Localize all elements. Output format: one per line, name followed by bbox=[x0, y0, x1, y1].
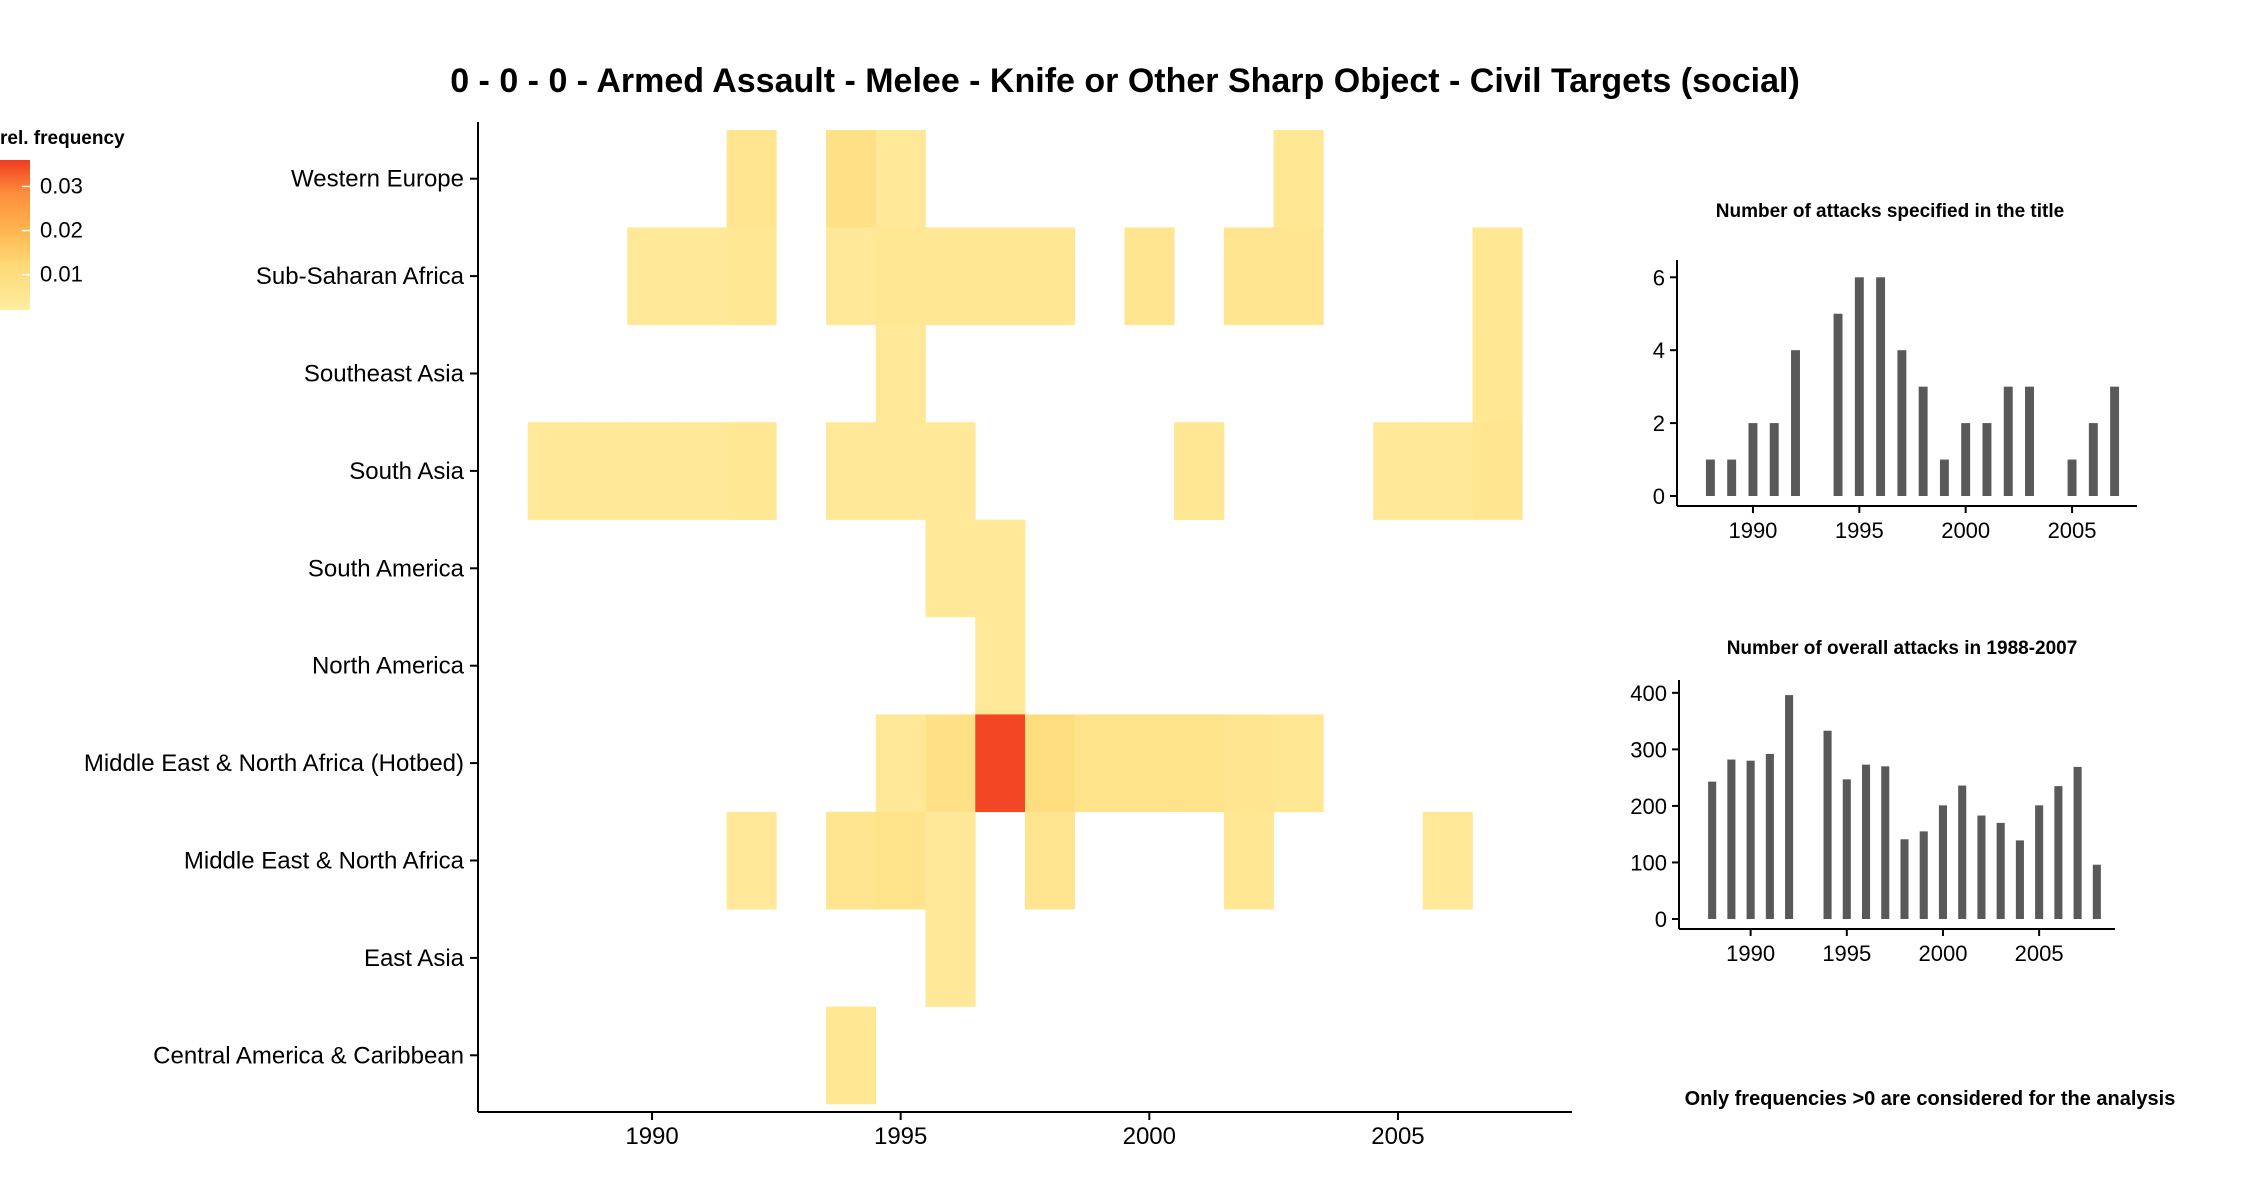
heatmap-cell bbox=[1025, 227, 1076, 326]
heatmap-cell bbox=[627, 227, 678, 326]
heatmap-y-tick-label: Middle East & North Africa bbox=[184, 848, 465, 875]
heatmap-y-tick-label: Central America & Caribbean bbox=[153, 1042, 464, 1069]
heatmap-cell bbox=[1174, 714, 1225, 813]
heatmap-cell bbox=[875, 714, 926, 813]
chart-title: 0 - 0 - 0 - Armed Assault - Melee - Knif… bbox=[450, 62, 1800, 100]
heatmap-cell bbox=[875, 130, 926, 228]
heatmap-cell bbox=[1472, 227, 1523, 326]
heatmap-cell bbox=[1273, 714, 1324, 813]
heatmap-cell bbox=[1422, 811, 1473, 910]
heatmap-x-tick-label: 1990 bbox=[625, 1123, 678, 1150]
heatmap-cell bbox=[1223, 811, 1274, 910]
heatmap-cell bbox=[975, 227, 1026, 326]
heatmap-cell bbox=[1223, 714, 1274, 813]
heatmap-cell bbox=[826, 1006, 877, 1105]
heatmap-cell bbox=[875, 227, 926, 326]
heatmap-cell bbox=[975, 714, 1026, 813]
heatmap-cell bbox=[1422, 422, 1473, 520]
heatmap-cell bbox=[726, 130, 777, 228]
heatmap-cell bbox=[1025, 714, 1076, 813]
heatmap-x-tick-label: 2005 bbox=[1371, 1123, 1424, 1150]
heatmap-cell bbox=[826, 422, 877, 520]
heatmap-cell bbox=[1174, 422, 1225, 520]
heatmap-y-tick-label: Sub-Saharan Africa bbox=[256, 263, 465, 290]
heatmap-cell bbox=[1223, 227, 1274, 326]
heatmap-cell bbox=[1472, 422, 1523, 520]
heatmap-cell bbox=[925, 422, 976, 520]
heatmap-cell bbox=[1472, 324, 1523, 423]
legend-title: rel. frequency bbox=[0, 128, 125, 149]
heatmap-cell bbox=[975, 519, 1026, 618]
heatmap-cell bbox=[1273, 227, 1324, 326]
heatmap-cell bbox=[875, 324, 926, 423]
heatmap-cell bbox=[925, 811, 976, 910]
heatmap-cell bbox=[875, 811, 926, 910]
heatmap-y-tick-label: Southeast Asia bbox=[304, 361, 465, 388]
footnote: Only frequencies >0 are considered for t… bbox=[1684, 1088, 2176, 1110]
heatmap-cell bbox=[925, 714, 976, 813]
heatmap-cell bbox=[875, 422, 926, 520]
heatmap-cell bbox=[975, 617, 1026, 715]
heatmap-y-tick-label: South America bbox=[308, 555, 465, 582]
heatmap-cell bbox=[1074, 714, 1125, 813]
heatmap-cell bbox=[925, 519, 976, 618]
heatmap-cell bbox=[676, 227, 727, 326]
heatmap-cell bbox=[676, 422, 727, 520]
heatmap-cell bbox=[1373, 422, 1424, 520]
heatmap-cell bbox=[925, 227, 976, 326]
heatmap-y-tick-label: Western Europe bbox=[291, 166, 464, 193]
heatmap-y-tick-label: South Asia bbox=[349, 458, 464, 485]
heatmap-y-tick-label: North America bbox=[312, 653, 465, 680]
heatmap-cell bbox=[1273, 130, 1324, 228]
heatmap-y-tick-label: East Asia bbox=[364, 945, 465, 972]
heatmap-x-tick-label: 2000 bbox=[1123, 1123, 1176, 1150]
heatmap-cell bbox=[925, 909, 976, 1007]
heatmap-cell bbox=[726, 227, 777, 326]
heatmap-cell bbox=[826, 130, 877, 228]
heatmap-x-tick-label: 1995 bbox=[874, 1123, 927, 1150]
heatmap-cell bbox=[1025, 811, 1076, 910]
heatmap-cell bbox=[726, 422, 777, 520]
heatmap-cell bbox=[826, 811, 877, 910]
heatmap-cell bbox=[1124, 227, 1175, 326]
heatmap-cell bbox=[726, 811, 777, 910]
heatmap-y-tick-label: Middle East & North Africa (Hotbed) bbox=[84, 750, 464, 777]
heatmap-cell bbox=[577, 422, 628, 520]
heatmap-cell bbox=[1124, 714, 1175, 813]
heatmap-cell bbox=[527, 422, 578, 520]
heatmap-cell bbox=[826, 227, 877, 326]
heatmap-cell bbox=[627, 422, 678, 520]
